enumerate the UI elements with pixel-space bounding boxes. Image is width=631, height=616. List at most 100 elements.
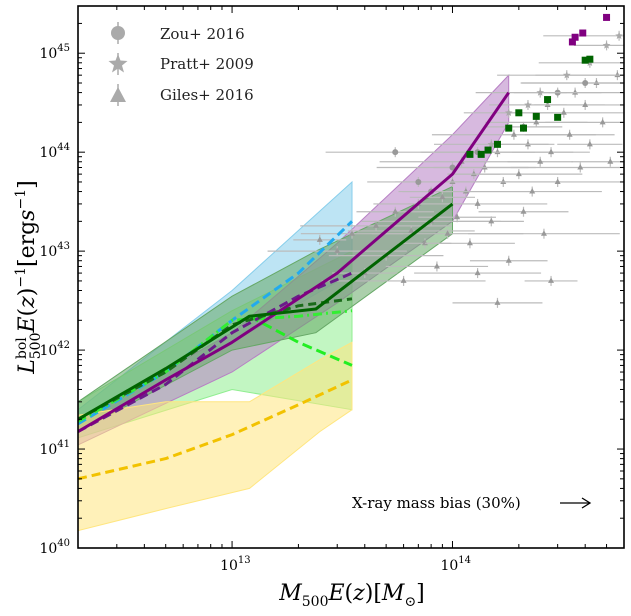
gray-point-34 [468, 228, 620, 239]
gray-point-23 [458, 216, 524, 227]
gray-point-12 [385, 261, 489, 272]
gray-triangle-26 [505, 257, 512, 263]
gray-triangle-24 [494, 148, 501, 155]
gray-triangle-8 [408, 227, 415, 233]
gray-circle-51 [392, 149, 399, 156]
green-square-11 [586, 55, 594, 63]
gray-star-59 [504, 108, 513, 116]
legend-entry-giles: Giles+ 2016 [110, 84, 254, 106]
y-tick-label-2: 1042 [39, 340, 70, 359]
gray-triangle-45 [599, 118, 606, 125]
ticks-layer: 1013 1014 1040 1041 1042 1043 1044 1045 [39, 5, 625, 574]
legend: Zou+ 2016 Pratt+ 2009 Giles+ 2016 [108, 22, 254, 106]
x-axis-label: M500E(z)[M⊙] [278, 581, 425, 610]
squares-layer [466, 13, 611, 158]
green-square-0 [466, 150, 474, 158]
gray-triangle-44 [593, 79, 600, 86]
annotation: X-ray mass bias (30%) [352, 494, 592, 512]
gray-point-39 [524, 129, 615, 140]
gray-triangle-2 [348, 230, 355, 236]
gray-triangle-48 [474, 269, 481, 276]
legend-label-pratt: Pratt+ 2009 [160, 55, 254, 73]
gray-triangle-19 [466, 239, 473, 246]
gray-triangle-47 [614, 71, 621, 78]
gray-triangle-34 [540, 230, 547, 236]
plot-area [78, 13, 624, 532]
gray-triangle-10 [421, 239, 428, 246]
gray-triangle-28 [515, 170, 522, 177]
green-square-10 [581, 56, 589, 64]
legend-triangle-icon [110, 84, 126, 106]
gray-triangle-39 [566, 131, 573, 137]
gray-triangle-35 [544, 101, 551, 107]
gray-triangle-7 [400, 277, 407, 283]
purple-square-3 [603, 13, 611, 21]
gray-points-layer [267, 30, 624, 308]
y-tick-label-3: 1043 [39, 241, 70, 260]
series-line-7 [78, 378, 353, 481]
purple-square-1 [571, 33, 579, 41]
right-arrow-icon [560, 497, 592, 509]
series-line-5 [78, 91, 510, 433]
gray-triangle-30 [524, 140, 531, 147]
gray-triangle-43 [586, 140, 593, 147]
gray-point-59 [463, 107, 554, 118]
legend-star-icon [108, 53, 128, 75]
x-tick-label-0: 1013 [220, 555, 251, 574]
gray-triangle-46 [607, 158, 614, 164]
gray-point-21 [407, 198, 548, 209]
gray-point-60 [513, 87, 567, 98]
gray-point-19 [424, 238, 515, 249]
gray-star-64 [615, 31, 623, 39]
y-tick-label-4: 1044 [39, 142, 70, 161]
gray-circle-52 [415, 178, 422, 185]
gray-point-66 [489, 99, 567, 110]
plot-frame [77, 5, 625, 549]
gray-triangle-0 [316, 236, 323, 242]
gray-triangle-41 [577, 164, 584, 170]
gray-point-41 [510, 162, 624, 173]
y-tick-label-1: 1041 [39, 439, 70, 458]
series-line-3 [78, 271, 353, 433]
legend-entry-pratt: Pratt+ 2009 [108, 53, 254, 75]
series-line-1 [78, 309, 353, 423]
green-square-3 [493, 140, 501, 148]
legend-circle-icon [111, 22, 125, 44]
gray-point-26 [469, 255, 548, 266]
gray-point-13 [409, 192, 476, 203]
green-square-1 [477, 150, 485, 158]
gray-point-33 [507, 156, 573, 167]
gray-triangle-36 [548, 148, 555, 155]
y-axis-label: Lbol500E(z)−1[ergs−1] [13, 180, 44, 374]
green-square-8 [544, 96, 552, 104]
lines-layer [78, 91, 510, 481]
green-square-5 [515, 109, 523, 117]
gray-point-6 [356, 206, 435, 217]
gray-triangle-49 [494, 299, 501, 305]
gray-star-60 [536, 88, 544, 96]
green-square-6 [520, 124, 528, 132]
gray-point-58 [521, 78, 624, 89]
gray-triangle-27 [510, 131, 517, 137]
gray-triangle-25 [500, 178, 507, 184]
gray-triangle-29 [520, 208, 527, 214]
gray-triangle-21 [474, 200, 481, 206]
green-square-9 [554, 113, 562, 121]
gray-point-43 [557, 139, 623, 150]
gray-triangle-33 [537, 158, 544, 164]
gray-point-7 [321, 275, 486, 286]
gray-triangle-23 [488, 217, 495, 224]
gray-point-4 [300, 220, 452, 231]
gray-point-49 [452, 297, 543, 308]
gray-point-54 [376, 162, 529, 173]
gray-circle-58 [582, 80, 589, 87]
green-square-7 [532, 112, 540, 120]
gray-triangle-4 [373, 222, 380, 228]
gray-point-37 [475, 176, 624, 187]
gray-circle-54 [449, 164, 456, 171]
legend-label-giles: Giles+ 2016 [160, 86, 254, 104]
gray-triangle-50 [548, 277, 555, 283]
gray-triangle-32 [533, 118, 540, 125]
gray-point-61 [497, 70, 624, 81]
